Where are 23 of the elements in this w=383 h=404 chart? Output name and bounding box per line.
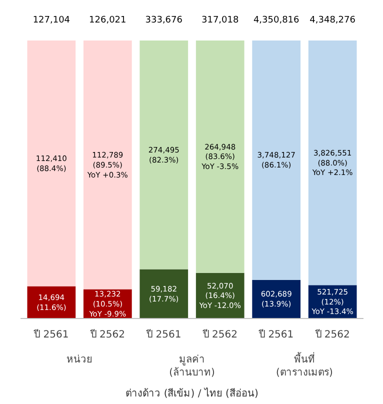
text: 126,021: [89, 16, 126, 26]
text: 4,348,276: [310, 16, 356, 26]
bar: [252, 40, 301, 280]
text: ต่างด้าว (สีเข้ม) / ไทย (สีอ่อน): [126, 388, 258, 400]
x-tick-label: ปี 2562: [202, 328, 238, 340]
text: 333,676: [145, 16, 183, 26]
text: พื้นที่ (ตารางเมตร): [276, 352, 333, 379]
bar: [308, 40, 357, 286]
text: 317,018: [202, 16, 239, 26]
bar: [196, 40, 244, 273]
x-tick-label: ปี 2562: [89, 328, 125, 340]
bar: [140, 269, 188, 318]
bar: [140, 40, 188, 270]
x-tick-label: ปี 2561: [33, 328, 69, 340]
text: หน่วย: [66, 354, 93, 366]
text: 127,104: [32, 16, 70, 26]
x-tick-label: ปี 2562: [314, 328, 350, 340]
bar: [83, 40, 132, 290]
text: 4,350,816: [253, 16, 300, 26]
text: มูลค่า (ล้านบาท): [169, 354, 215, 379]
x-tick-label: ปี 2561: [146, 328, 182, 340]
bar: [27, 40, 76, 286]
x-tick-label: ปี 2561: [258, 328, 294, 340]
